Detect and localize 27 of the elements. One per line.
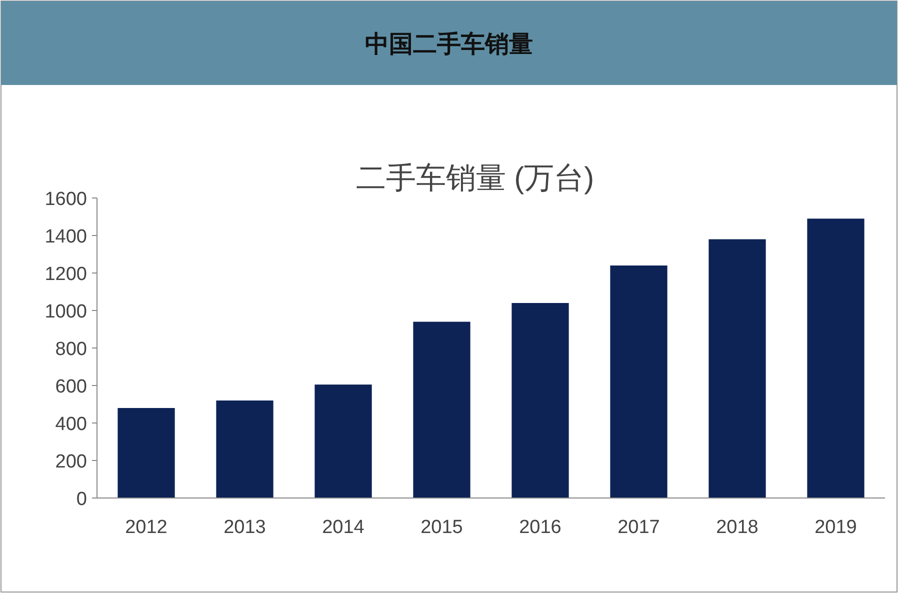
chart-subtitle: 二手车销量 (万台) [356,162,594,195]
y-tick-label: 800 [55,339,87,360]
bar [610,266,668,498]
bar [708,239,766,498]
x-tick-label: 2013 [224,517,266,538]
chart-title: 中国二手车销量 [365,31,533,58]
y-tick-label: 200 [55,452,87,472]
y-tick-label: 0 [76,489,87,510]
bar [314,384,372,498]
y-tick-label: 1400 [44,226,87,248]
y-tick-label: 400 [55,414,87,435]
y-tick-label: 1200 [44,264,87,285]
y-tick-label: 1000 [44,302,87,322]
bar [216,400,274,498]
x-tick-label: 2019 [814,517,857,538]
x-tick-label: 2018 [716,517,758,538]
y-tick-label: 1600 [44,189,87,210]
bar [807,218,864,498]
x-tick-label: 2016 [519,517,562,538]
x-tick-label: 2012 [125,517,168,538]
x-tick-label: 2017 [618,517,660,538]
bar [118,408,175,498]
bar [512,303,569,498]
x-tick-label: 2015 [420,517,463,538]
bar [413,322,470,498]
y-tick-label: 600 [55,376,87,398]
x-tick-label: 2014 [322,517,365,538]
